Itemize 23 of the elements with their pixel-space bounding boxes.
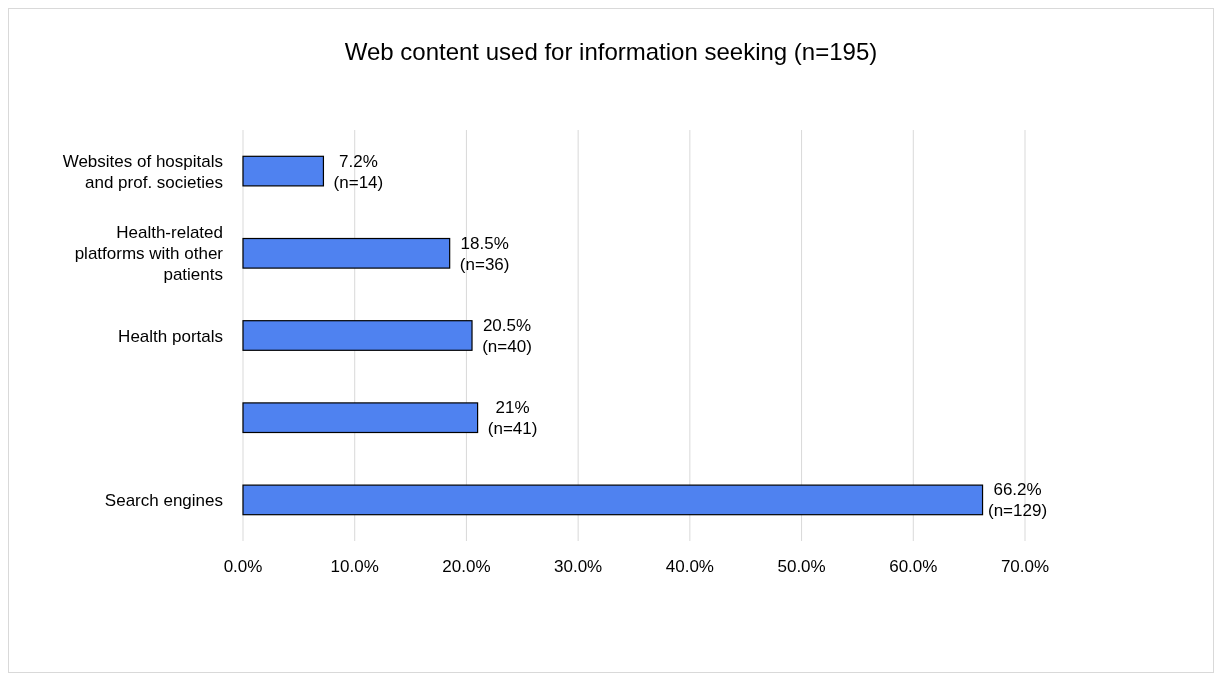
y-tick-label: Websites of hospitals and prof. societies [62, 151, 223, 192]
chart-title: Web content used for information seeking (n=195) [344, 38, 878, 65]
y-tick-label: Health portals [118, 326, 223, 346]
y-tick-label: Health-related platforms with other patients [74, 223, 224, 285]
x-tick-label: 0.0% [223, 557, 263, 576]
data-label: 7.2% (n=14) [333, 151, 384, 192]
bar [242, 484, 984, 516]
x-tick-label: 60.0% [889, 557, 938, 576]
x-tick-label: 10.0% [330, 557, 379, 576]
data-label: 18.5% (n=36) [459, 233, 510, 274]
data-label: 20.5% (n=40) [482, 316, 532, 356]
y-tick-label: Search engines [104, 490, 223, 510]
x-tick-label: 40.0% [665, 557, 714, 576]
x-tick-label: 20.0% [442, 557, 491, 576]
bar [242, 155, 325, 187]
bar [242, 402, 479, 434]
data-label: 66.2% (n=129) [988, 480, 1048, 521]
x-tick-label: 50.0% [777, 557, 826, 576]
x-tick-label: 70.0% [1000, 557, 1050, 576]
bar [242, 237, 451, 269]
x-tick-label: 30.0% [554, 557, 603, 576]
data-label: 21% (n=41) [487, 398, 538, 439]
bar [242, 320, 473, 351]
